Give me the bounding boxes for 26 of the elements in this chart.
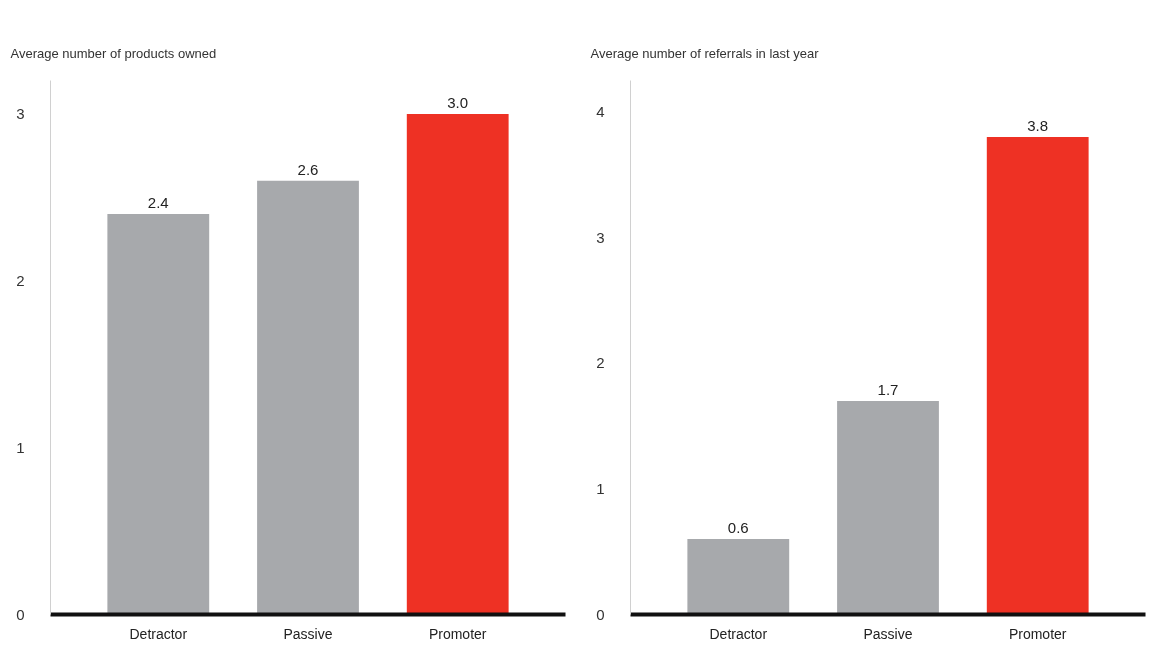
x-tick-label: Detractor — [709, 625, 768, 642]
y-tick-label: 2 — [16, 271, 25, 289]
y-tick-label: 3 — [596, 228, 605, 246]
y-tick-label: 2 — [596, 354, 605, 372]
data-label: 3.8 — [1027, 117, 1049, 135]
data-label: 1.7 — [877, 380, 899, 398]
data-label: 2.4 — [147, 194, 169, 211]
y-tick-label: 3 — [16, 104, 25, 122]
y-tick-label: 0 — [596, 605, 605, 623]
y-tick-label: 0 — [16, 605, 25, 623]
x-tick-label: Passive — [863, 625, 913, 642]
data-label: 0.6 — [727, 519, 749, 537]
chart-title: Average number of products owned — [10, 45, 217, 61]
bar — [986, 137, 1089, 615]
data-label: 2.6 — [297, 160, 319, 178]
bar — [837, 400, 939, 615]
chart-title: Average number of referrals in last year — [590, 45, 820, 61]
x-tick-label: Promoter — [428, 625, 487, 642]
x-tick-label: Detractor — [129, 625, 188, 642]
y-tick-label: 4 — [596, 102, 605, 120]
y-tick-label: 1 — [596, 479, 605, 497]
x-tick-label: Passive — [283, 625, 333, 642]
bar — [687, 539, 790, 615]
y-tick-label: 1 — [16, 438, 25, 456]
data-label: 3.0 — [447, 93, 469, 111]
x-tick-label: Promoter — [1008, 625, 1067, 642]
